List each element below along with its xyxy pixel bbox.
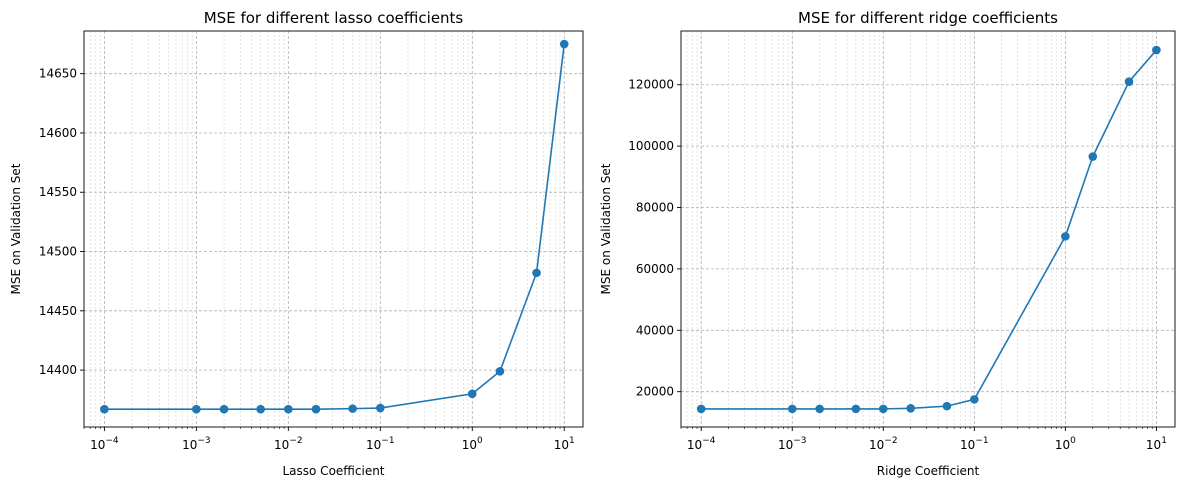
data-point [1061,232,1070,241]
x-tick-label: 101 [1146,436,1167,452]
chart-title: MSE for different ridge coefficients [798,9,1058,27]
major-grid [681,31,1175,427]
y-tick-label: 14550 [39,185,77,199]
y-axis-label: MSE on Validation Set [9,163,23,294]
x-tick-label: 101 [554,436,575,452]
y-tick-label: 20000 [636,385,674,399]
y-tick-label: 14600 [39,126,77,140]
chart-2: 10−4 10−3 10−2 10−1 100 101 20000 40000 60000 800… [599,9,1176,478]
series-1 [696,45,1161,414]
series-1 [100,39,569,414]
y-tick-label: 80000 [636,201,674,215]
chart-1: 10−4 10−3 10−2 10−1 100 101 14400 14450 14500 145… [9,9,584,478]
data-point [970,395,979,404]
series-line [701,49,1158,410]
series-line [104,43,566,411]
x-axis-label: Ridge Coefficient [877,464,980,478]
y-tick-label: 14500 [39,245,77,259]
x-axis: 10−4 10−3 10−2 10−1 100 101 [90,427,575,452]
plot-frame [83,30,584,428]
plot-frame [680,30,1176,428]
x-axis: 10−4 10−3 10−2 10−1 100 101 [687,427,1167,452]
data-point [1124,77,1134,86]
x-tick-label: 10−4 [687,436,716,452]
x-tick-label: 10−4 [90,436,119,452]
x-axis-label: Lasso Coefficient [282,464,384,478]
data-point [532,268,541,278]
data-point [906,403,915,413]
data-point [878,404,888,414]
y-axis: 20000 40000 60000 80000 100000 120000 [628,78,681,399]
data-point [1088,152,1098,161]
y-axis: 14400 14450 14500 14550 14600 14650 [39,67,84,377]
data-point [219,404,229,414]
y-axis-label: MSE on Validation Set [599,163,613,294]
minor-grid [680,31,1153,429]
x-tick-label: 10−3 [778,436,807,452]
major-grid [84,31,583,427]
data-point [851,404,861,414]
x-tick-label: 10−2 [274,436,303,452]
y-tick-label: 14400 [39,363,77,377]
x-tick-label: 10−2 [869,436,898,452]
x-tick-label: 100 [1055,436,1076,452]
y-tick-label: 120000 [628,78,674,92]
x-tick-label: 100 [462,436,483,452]
y-tick-label: 40000 [636,323,674,337]
data-point [495,366,505,376]
x-tick-label: 10−3 [182,436,211,452]
data-point [192,404,201,414]
y-tick-label: 14650 [39,67,77,81]
data-point [942,401,952,411]
data-point [696,404,706,414]
data-point [1152,45,1161,55]
minor-grid [83,31,561,429]
y-tick-label: 100000 [628,139,674,153]
y-tick-label: 14450 [39,304,77,318]
data-point [348,404,357,413]
data-point [559,39,569,49]
data-point [284,404,293,414]
data-point [100,404,109,414]
data-point [375,403,385,413]
y-tick-label: 60000 [636,262,674,276]
data-point [256,404,265,414]
x-tick-label: 10−1 [366,436,395,452]
data-point [815,404,824,414]
data-point [787,404,797,414]
data-point [311,404,321,414]
chart-title: MSE for different lasso coefficients [204,9,464,27]
x-tick-label: 10−1 [960,436,989,452]
data-point [467,389,477,399]
